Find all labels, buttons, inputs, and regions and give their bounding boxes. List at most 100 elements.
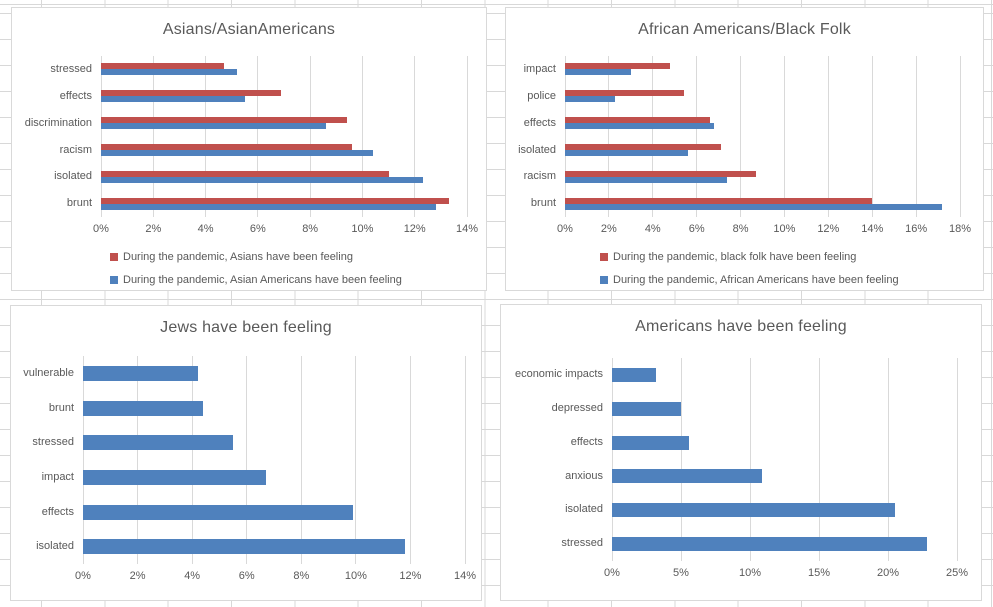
plot-gridline	[827, 56, 829, 217]
x-axis-tick-label: 18%	[948, 223, 972, 235]
bar[interactable]	[612, 503, 895, 518]
plot-gridline	[257, 56, 259, 217]
category-label: isolated	[565, 503, 603, 516]
legend-entry[interactable]: During the pandemic, African Americans h…	[600, 274, 899, 286]
plot-gridline	[611, 358, 613, 561]
bar[interactable]	[565, 63, 671, 70]
bar[interactable]	[565, 96, 616, 103]
plot-gridline	[137, 356, 139, 564]
chart-panel-asians[interactable]: Asians/AsianAmericans 0% 2% 4% 6% 8% 10% 12% 14…	[11, 7, 487, 291]
bar[interactable]	[565, 143, 721, 150]
bar[interactable]	[612, 401, 681, 416]
chart-title[interactable]: Americans have been feeling	[635, 318, 847, 335]
plot-gridline	[652, 56, 654, 217]
x-axis-tick-label: 12%	[403, 223, 426, 235]
bar[interactable]	[612, 367, 657, 382]
bar[interactable]	[565, 123, 715, 130]
category-label: racism	[59, 143, 92, 156]
category-label: brunt	[66, 197, 92, 210]
plot-gridline	[205, 56, 207, 217]
plot-area: 0% 2% 4% 6% 8% 10% 12% 14% 16% 18%	[557, 56, 971, 235]
bar[interactable]	[101, 117, 347, 124]
bar[interactable]	[83, 400, 204, 416]
plot-gridline	[409, 356, 411, 564]
x-axis-tick-label: 20%	[876, 567, 900, 579]
plot-gridline	[740, 56, 742, 217]
bar[interactable]	[101, 170, 389, 177]
bar[interactable]	[101, 63, 224, 70]
bar[interactable]	[565, 170, 756, 177]
bar[interactable]	[565, 203, 943, 210]
x-axis-tick-label: 8%	[732, 223, 749, 235]
x-axis-tick-label: 10%	[351, 223, 374, 235]
chart-legend: During the pandemic, Asians have been fe…	[110, 251, 402, 297]
chart-panel-jews[interactable]: Jews have been feeling 0% 2% 4% 6% 8% 10% 12% 1…	[10, 305, 482, 601]
bar[interactable]	[565, 149, 688, 156]
plot-area: 0% 5% 10% 15% 20% 25%	[604, 358, 968, 579]
plot-gridline	[414, 56, 416, 217]
bar[interactable]	[101, 176, 423, 183]
category-label: depressed	[551, 401, 603, 414]
x-axis-tick-label: 4%	[197, 223, 214, 235]
x-axis-tick-label: 2%	[145, 223, 162, 235]
plot-gridline	[871, 56, 873, 217]
legend-swatch-icon	[110, 276, 118, 284]
x-axis-tick-label: 2%	[600, 223, 617, 235]
bar[interactable]	[101, 143, 352, 150]
bar[interactable]	[565, 117, 710, 124]
bar[interactable]	[101, 149, 373, 156]
chart-legend: During the pandemic, black folk have bee…	[600, 251, 899, 297]
bar[interactable]	[101, 123, 326, 130]
chart-title[interactable]: Asians/AsianAmericans	[162, 21, 336, 38]
x-axis-tick-label: 0%	[75, 570, 91, 582]
bar[interactable]	[83, 435, 234, 451]
bar[interactable]	[101, 69, 237, 76]
bar[interactable]	[83, 469, 266, 485]
x-axis-tick-label: 25%	[945, 567, 969, 579]
category-label: brunt	[530, 197, 556, 210]
bar[interactable]	[612, 435, 690, 450]
x-axis-tick-label: 6%	[249, 223, 266, 235]
x-axis-tick-label: 4%	[644, 223, 661, 235]
bar[interactable]	[83, 539, 405, 555]
category-label: effects	[41, 505, 74, 518]
bar[interactable]	[612, 537, 927, 552]
bar[interactable]	[101, 90, 282, 97]
category-label: stressed	[561, 537, 603, 550]
chart-panel-americans[interactable]: Americans have been feeling 0% 5% 10% 15% 20…	[500, 304, 982, 601]
category-label: effects	[59, 89, 92, 102]
legend-label: During the pandemic, Asians have been fe…	[123, 251, 353, 263]
bar[interactable]	[83, 504, 354, 520]
legend-entry[interactable]: During the pandemic, black folk have bee…	[600, 251, 899, 263]
bar[interactable]	[565, 90, 684, 97]
legend-swatch-icon	[600, 253, 608, 261]
legend-entry[interactable]: During the pandemic, Asian Americans hav…	[110, 274, 402, 286]
plot-gridline	[309, 56, 311, 217]
bar[interactable]	[612, 469, 763, 484]
category-label: brunt	[48, 401, 74, 414]
category-label: vulnerable	[23, 367, 74, 379]
plot-gridline	[959, 56, 961, 217]
x-axis-tick-label: 16%	[905, 223, 928, 235]
x-axis-tick-label: 12%	[399, 570, 422, 582]
plot-gridline	[696, 56, 698, 217]
chart-panel-african-americans[interactable]: African Americans/Black Folk 0% 2% 4% 6% 8% 1…	[505, 7, 984, 291]
bar[interactable]	[565, 176, 728, 183]
chart-title[interactable]: African Americans/Black Folk	[638, 21, 851, 38]
bar[interactable]	[101, 197, 449, 204]
bar[interactable]	[565, 197, 873, 204]
category-label: economic impacts	[514, 368, 603, 380]
plot-gridline	[749, 358, 751, 561]
x-axis-tick-label: 0%	[557, 223, 573, 235]
bar[interactable]	[565, 69, 631, 76]
chart-title[interactable]: Jews have been feeling	[160, 319, 332, 336]
x-axis-tick-label: 6%	[688, 223, 705, 235]
legend-entry[interactable]: During the pandemic, Asians have been fe…	[110, 251, 402, 263]
bar[interactable]	[101, 96, 245, 103]
plot-area: 0% 2% 4% 6% 8% 10% 12% 14%	[93, 56, 478, 235]
plot-gridline	[355, 356, 357, 564]
bar[interactable]	[101, 203, 436, 210]
x-axis-tick-label: 10%	[773, 223, 796, 235]
bar[interactable]	[83, 365, 198, 381]
